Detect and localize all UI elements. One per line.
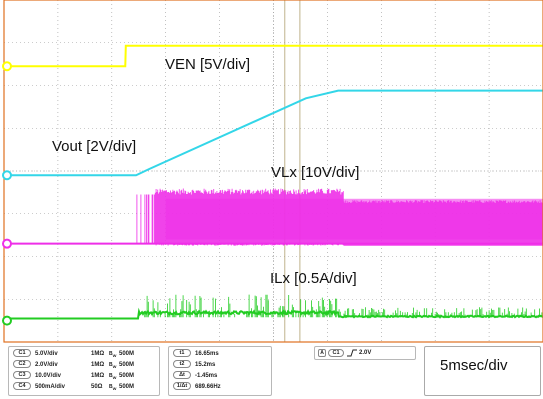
cursor-value: -1.45ms [195, 373, 218, 379]
channel-ground-marker [2, 238, 12, 249]
cursor-row[interactable]: 1/Δt 689.66Hz [169, 382, 271, 392]
channel-coupling: 1MΩ [91, 373, 105, 379]
trigger-channel-badge: C1 [328, 349, 344, 357]
cursor-value: 689.66Hz [195, 384, 221, 390]
cursor-row[interactable]: Δt -1.45ms [169, 371, 271, 381]
channel-bandwidth: 500M [119, 351, 135, 357]
channel-row[interactable]: C1 5.0V/div 1MΩ BW 500M [9, 349, 159, 359]
channel-markers [2, 61, 12, 326]
channel-bandwidth: 500M [119, 384, 135, 390]
channel-bandwidth: 500M [119, 362, 135, 368]
bw-icon: BW [109, 362, 117, 369]
channel-badge: C4 [13, 382, 31, 390]
cursor-badge: t1 [173, 349, 191, 357]
trace-ilx [4, 294, 543, 320]
channel-ground-marker [2, 170, 12, 181]
channel-scale: 2.0V/div [35, 362, 58, 368]
channel-scale: 10.0V/div [35, 373, 62, 379]
series-label-ven: VEN [5V/div] [165, 56, 250, 73]
cursor-value: 15.2ms [195, 362, 216, 368]
channel-row[interactable]: C3 10.0V/div 1MΩ BW 500M [9, 371, 159, 381]
cursor-panel: t1 16.65ms t2 15.2ms Δt -1.45ms 1/Δt 689… [168, 346, 272, 396]
series-label-ilx: ILx [0.5A/div] [270, 270, 357, 287]
series-label-vout: Vout [2V/div] [52, 138, 136, 155]
traces [4, 44, 543, 320]
trace-vout [4, 89, 543, 177]
time-cursors [284, 0, 301, 342]
cursor-badge: 1/Δt [173, 382, 191, 390]
series-label-vlx: VLx [10V/div] [271, 164, 359, 181]
cursor-row[interactable]: t2 15.2ms [169, 360, 271, 370]
bw-icon: BW [109, 384, 117, 391]
timebase-panel: 5msec/div [424, 346, 541, 396]
cursor-value: 16.65ms [195, 351, 219, 357]
bw-icon: BW [109, 373, 117, 380]
timebase-label: 5msec/div [440, 357, 508, 374]
channel-ground-marker [2, 315, 12, 326]
channel-badge: C2 [13, 360, 31, 368]
trace-vlx [4, 188, 543, 246]
bw-icon: BW [109, 351, 117, 358]
plot-frame [3, 0, 543, 343]
cursor-badge: Δt [173, 371, 191, 379]
channel-scale: 500mA/div [35, 384, 66, 390]
channel-settings-panel: C1 5.0V/div 1MΩ BW 500M C2 2.0V/div 1MΩ … [8, 346, 160, 396]
trigger-mode-icon: A [318, 349, 326, 357]
grid [4, 0, 543, 342]
channel-scale: 5.0V/div [35, 351, 58, 357]
channel-badge: C1 [13, 349, 31, 357]
cursor-row[interactable]: t1 16.65ms [169, 349, 271, 359]
cursor-badge: t2 [173, 360, 191, 368]
trace-ven [4, 44, 543, 68]
channel-row[interactable]: C2 2.0V/div 1MΩ BW 500M [9, 360, 159, 370]
channel-coupling: 1MΩ [91, 362, 105, 368]
channel-badge: C3 [13, 371, 31, 379]
trigger-level: 2.0V [359, 350, 372, 356]
channel-bandwidth: 500M [119, 373, 135, 379]
channel-ground-marker [2, 61, 12, 72]
channel-coupling: 1MΩ [91, 351, 105, 357]
channel-coupling: 50Ω [91, 384, 103, 390]
channel-row[interactable]: C4 500mA/div 50Ω BW 500M [9, 382, 159, 392]
rising-edge-icon [347, 349, 357, 357]
trigger-panel[interactable]: A C1 2.0V [314, 346, 416, 360]
